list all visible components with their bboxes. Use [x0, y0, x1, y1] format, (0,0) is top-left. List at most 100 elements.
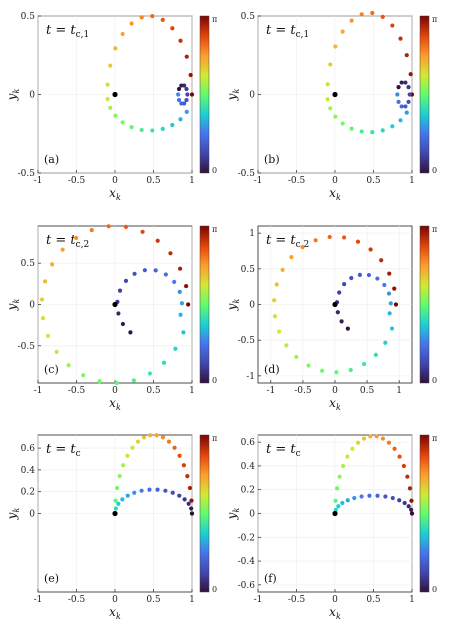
- data-point: [89, 227, 94, 233]
- data-point: [408, 72, 413, 77]
- data-point: [172, 445, 177, 450]
- data-point: [185, 474, 190, 479]
- data-point: [406, 85, 411, 90]
- data-point: [184, 86, 189, 92]
- colorbar-max-label: π: [212, 434, 217, 443]
- data-point: [349, 18, 354, 23]
- y-axis-label: yk: [225, 89, 241, 102]
- y-tick-label: 0: [249, 91, 255, 101]
- y-tick-label: 0.5: [21, 12, 36, 22]
- x-tick-label: 1: [189, 386, 195, 396]
- x-tick-label: -1: [34, 386, 43, 396]
- data-point: [178, 266, 183, 271]
- data-point: [333, 507, 338, 512]
- data-point: [396, 99, 401, 104]
- data-point: [337, 290, 342, 295]
- data-point: [390, 495, 395, 501]
- data-point: [277, 329, 282, 334]
- data-point: [189, 506, 194, 511]
- data-point: [142, 268, 147, 273]
- y-tick-label: 0: [29, 91, 35, 101]
- colorbar-max-label: π: [432, 15, 437, 24]
- data-point: [178, 117, 183, 122]
- x-tick-label: -0.5: [288, 176, 306, 186]
- y-tick-label: 0.5: [241, 12, 256, 22]
- y-tick-label: 0.6: [241, 438, 256, 448]
- data-point: [339, 319, 344, 324]
- data-point: [139, 15, 144, 20]
- data-point: [106, 224, 111, 229]
- data-point: [43, 279, 48, 284]
- data-point: [177, 493, 182, 498]
- data-point: [375, 493, 380, 498]
- data-point: [342, 282, 347, 287]
- data-point: [81, 373, 86, 378]
- data-point: [113, 498, 118, 503]
- data-point: [108, 105, 113, 110]
- data-point: [367, 493, 372, 498]
- data-point: [409, 511, 415, 516]
- y-tick-label: 0.4: [21, 466, 36, 476]
- data-point: [380, 128, 385, 133]
- x-tick-label: 0: [112, 386, 118, 396]
- data-point: [166, 439, 172, 444]
- x-tick-label: -1: [254, 595, 263, 605]
- data-point: [150, 14, 155, 19]
- data-point: [345, 454, 350, 459]
- data-point: [113, 113, 118, 118]
- data-point: [184, 283, 189, 289]
- panel-label: (c): [44, 363, 59, 376]
- data-point: [179, 301, 185, 306]
- data-point: [170, 26, 175, 31]
- x-tick-label: 0.5: [146, 595, 161, 605]
- data-point: [113, 46, 118, 51]
- panel-6: -1 -0.5 0 0.5 1 -0.6 -0.4 -0.2 0 0.2 0.4 0.6 xk yk t =…: [225, 434, 437, 621]
- colorbar-min-label: 0: [432, 585, 437, 594]
- data-point: [401, 463, 406, 469]
- data-point: [306, 363, 311, 368]
- data-point: [355, 440, 361, 445]
- data-point: [188, 72, 193, 78]
- data-point: [370, 130, 375, 135]
- data-point: [125, 493, 130, 498]
- data-point: [39, 297, 45, 302]
- data-point: [45, 333, 51, 338]
- data-point: [135, 439, 141, 444]
- y-tick-label: -1: [246, 372, 255, 382]
- time-annotation: t = tc: [46, 442, 81, 459]
- data-point: [370, 10, 375, 16]
- data-point: [406, 99, 411, 104]
- data-point: [328, 106, 333, 111]
- data-point: [325, 97, 330, 102]
- panel-label: (e): [44, 572, 59, 585]
- data-point: [131, 378, 136, 383]
- data-point: [355, 239, 361, 244]
- data-point: [405, 474, 410, 479]
- colorbar-min-label: 0: [212, 585, 217, 594]
- colorbar-min-label: 0: [432, 376, 437, 385]
- data-point: [187, 485, 193, 491]
- data-point: [173, 346, 178, 351]
- data-point: [139, 127, 144, 133]
- data-point: [163, 488, 168, 493]
- x-tick-label: 1: [396, 386, 402, 396]
- data-point: [189, 498, 194, 503]
- panel-label: (f): [264, 572, 277, 585]
- data-point: [362, 361, 367, 367]
- data-point: [403, 80, 408, 85]
- data-point: [380, 436, 386, 441]
- data-point: [141, 435, 147, 440]
- data-point: [366, 272, 372, 278]
- data-point: [182, 101, 187, 106]
- data-point: [407, 92, 412, 97]
- data-point: [345, 326, 350, 331]
- data-point: [333, 44, 338, 49]
- x-tick-label: 0: [332, 595, 338, 605]
- data-point: [397, 498, 402, 503]
- data-point: [398, 118, 403, 123]
- data-point: [334, 370, 339, 375]
- data-point: [348, 367, 353, 373]
- data-point: [129, 21, 134, 26]
